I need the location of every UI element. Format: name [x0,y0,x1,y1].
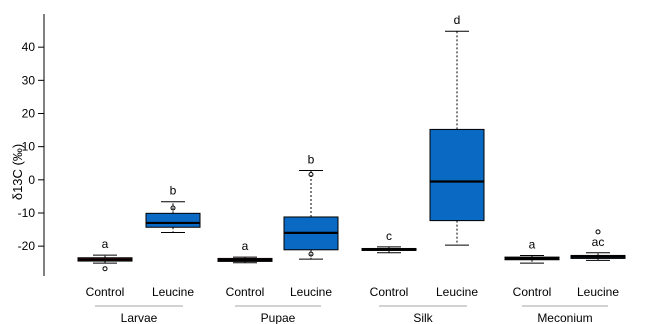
x-category-label: Control [86,285,125,299]
y-tick-label: 30 [22,73,36,87]
significance-letter: ac [592,235,605,249]
box-silk-leucine: d [429,13,485,246]
y-tick-label: 10 [22,140,36,154]
y-tick-label: 20 [22,106,36,120]
x-category-label: Leucine [436,285,478,299]
y-tick-label: 40 [22,40,36,54]
y-tick-label: -20 [18,239,36,253]
box-silk-control: c [361,229,417,254]
outlier-point [308,172,314,178]
boxes: a b a b c d a ac [77,13,626,272]
significance-letter: a [242,239,249,253]
significance-letter: b [308,153,315,167]
iqr-box [145,212,201,228]
y-tick-label: -10 [18,206,36,220]
iqr-box [429,128,485,222]
outlier-point [308,251,314,257]
box-meconium-control: a [504,237,560,264]
x-axis-labels: Control Leucine Control Leucine Control Leuci… [86,285,620,299]
x-category-label: Control [513,285,552,299]
box-pupae-leucine: b [283,153,339,260]
outlier-point [170,205,176,211]
significance-letter: a [529,237,536,251]
y-axis-label: δ13C (‰) [10,144,25,200]
box-meconium-leucine: ac [570,229,626,261]
significance-letter: c [386,229,392,243]
significance-letter: a [102,237,109,251]
x-category-label: Control [226,285,265,299]
outlier-point [102,266,108,272]
box-larvae-control: a [77,237,133,272]
group-label: Silk [413,311,433,324]
group-label: Meconium [537,311,592,324]
box-larvae-leucine: b [145,184,201,234]
group-labels: Larvae Pupae Silk Meconium [95,305,608,324]
outlier-point [595,229,601,235]
y-tick-label: 0 [28,173,35,187]
significance-letter: d [454,13,461,27]
significance-letter: b [170,184,177,198]
group-label: Pupae [261,311,296,324]
y-axis: -20 -10 0 10 20 30 40 [18,14,45,276]
x-category-label: Leucine [577,285,619,299]
x-category-label: Leucine [152,285,194,299]
box-pupae-control: a [217,239,273,264]
x-category-label: Control [370,285,409,299]
group-label: Larvae [121,311,158,324]
x-category-label: Leucine [290,285,332,299]
